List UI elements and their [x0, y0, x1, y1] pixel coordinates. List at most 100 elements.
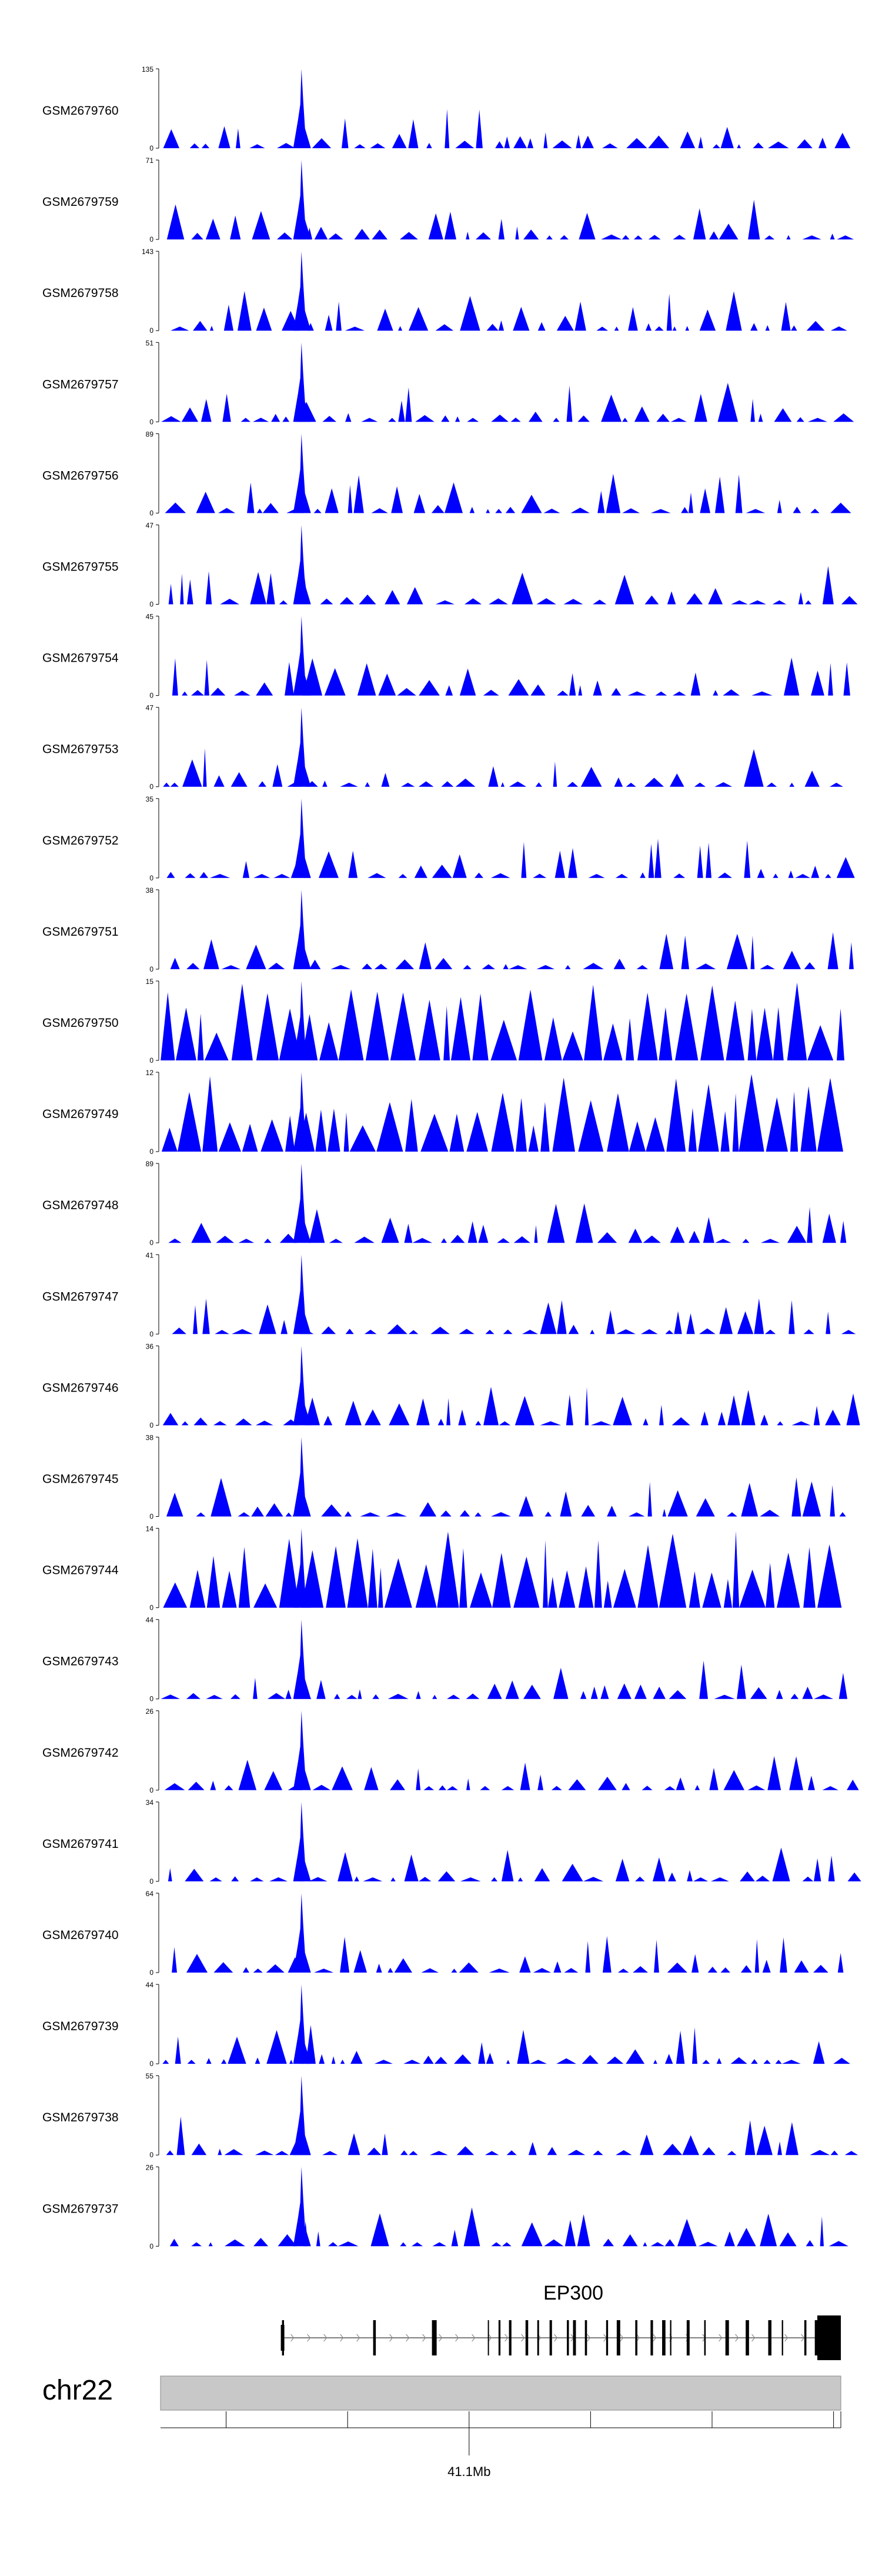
strand-arrow: [587, 2334, 591, 2342]
gene-exon: [670, 2320, 671, 2355]
coverage-peak: [293, 2167, 311, 2247]
track-label: GSM2679747: [42, 1290, 119, 1303]
coverage-area: [161, 291, 847, 331]
gene-exon: [432, 2320, 437, 2355]
y-tick-min: 0: [149, 874, 153, 882]
strand-arrow: [653, 2334, 657, 2342]
track-GSM2679755: GSM2679755 47 0: [42, 522, 858, 609]
strand-arrow: [636, 2334, 640, 2342]
track-label: GSM2679739: [42, 2020, 119, 2033]
y-tick-min: 0: [149, 2242, 153, 2250]
y-tick-max: 135: [142, 65, 153, 74]
coverage-peak: [293, 251, 311, 331]
coverage-area: [161, 473, 851, 513]
track-label: GSM2679753: [42, 743, 119, 756]
y-tick-min: 0: [149, 965, 153, 973]
track-GSM2679759: GSM2679759 71 0: [42, 156, 854, 243]
coverage-peak: [293, 889, 311, 969]
gene-exon: [725, 2320, 729, 2355]
track-label: GSM2679754: [42, 652, 119, 665]
track-GSM2679750: GSM2679750 15 0: [42, 977, 844, 1065]
y-tick-max: 36: [146, 1342, 154, 1350]
strand-arrow: [620, 2334, 624, 2342]
y-tick-min: 0: [149, 2060, 153, 2068]
strand-arrow: [356, 2334, 360, 2342]
y-tick-max: 34: [146, 1798, 154, 1807]
coverage-peak: [293, 1984, 311, 2064]
coverage-area: [161, 1660, 847, 1699]
coverage-peak: [293, 1163, 311, 1243]
track-label: GSM2679743: [42, 1655, 119, 1669]
y-tick-min: 0: [149, 509, 153, 517]
coverage-area: [161, 1477, 846, 1517]
gene-exon: [650, 2320, 653, 2355]
track-GSM2679747: GSM2679747 41 0: [42, 1251, 856, 1338]
coverage-area: [161, 658, 850, 696]
gene-exon: [584, 2320, 587, 2355]
coverage-area: [161, 1203, 847, 1243]
chromosome-ideogram: chr22 41.1Mb: [42, 2375, 841, 2479]
gene-exon: [525, 2320, 529, 2355]
track-GSM2679745: GSM2679745 38 0: [42, 1434, 846, 1521]
y-tick-max: 26: [146, 1707, 154, 1716]
coverage-area: [161, 199, 854, 240]
track-GSM2679753: GSM2679753 47 0: [42, 704, 843, 791]
y-tick-min: 0: [149, 1695, 153, 1703]
coverage-area: [161, 2025, 850, 2064]
y-tick-min: 0: [149, 1056, 153, 1065]
track-label: GSM2679755: [42, 560, 119, 574]
strand-arrow: [340, 2334, 344, 2342]
gene-exon: [573, 2320, 576, 2355]
track-label: GSM2679744: [42, 1564, 119, 1577]
y-tick-min: 0: [149, 600, 153, 609]
y-tick-min: 0: [149, 418, 153, 426]
y-tick-min: 0: [149, 2151, 153, 2159]
gene-exon: [498, 2320, 501, 2355]
track-label: GSM2679757: [42, 378, 119, 391]
gene-exon-first: [280, 2325, 285, 2351]
strand-arrow: [323, 2334, 328, 2342]
chromosome-band: [160, 2375, 841, 2411]
track-GSM2679739: GSM2679739 44 0: [42, 1981, 850, 2068]
y-tick-min: 0: [149, 1604, 153, 1612]
y-tick-min: 0: [149, 144, 153, 152]
track-GSM2679741: GSM2679741 34 0: [42, 1798, 861, 1886]
strand-arrow: [505, 2334, 509, 2342]
y-tick-max: 89: [146, 430, 154, 438]
track-GSM2679758: GSM2679758 143 0: [42, 248, 847, 335]
track-GSM2679742: GSM2679742 26 0: [42, 1707, 859, 1794]
coverage-area: [161, 748, 843, 787]
strand-arrow: [290, 2334, 295, 2342]
coverage-area: [161, 1387, 860, 1426]
y-tick-min: 0: [149, 1786, 153, 1794]
y-tick-min: 0: [149, 235, 153, 243]
y-tick-max: 47: [146, 704, 154, 712]
gene-exon: [616, 2320, 620, 2355]
y-tick-max: 12: [146, 1069, 154, 1077]
coverage-area: [161, 839, 855, 878]
gene-exon: [662, 2320, 666, 2355]
track-GSM2679756: GSM2679756 89 0: [42, 430, 851, 517]
strand-arrow: [488, 2334, 492, 2342]
y-tick-max: 41: [146, 1251, 154, 1259]
gene-exon: [567, 2320, 569, 2355]
track-GSM2679751: GSM2679751 38 0: [42, 886, 854, 973]
track-GSM2679748: GSM2679748 89 0: [42, 1160, 847, 1247]
track-GSM2679752: GSM2679752 35 0: [42, 795, 855, 882]
chromosome-label: chr22: [42, 2375, 113, 2406]
y-tick-max: 38: [146, 1434, 154, 1442]
strand-arrow: [472, 2334, 476, 2342]
coverage-peak: [293, 981, 311, 1060]
track-GSM2679754: GSM2679754 45 0: [42, 613, 850, 700]
coverage-area: [161, 1845, 861, 1881]
coverage-peak: [293, 1346, 311, 1426]
track-GSM2679744: GSM2679744 14 0: [42, 1525, 842, 1612]
coverage-peak: [293, 1710, 311, 1790]
y-tick-min: 0: [149, 1968, 153, 1977]
coverage-peak: [293, 1619, 311, 1699]
y-tick-min: 0: [149, 1147, 153, 1156]
track-label: GSM2679751: [42, 925, 119, 939]
gene-exon: [487, 2320, 489, 2355]
track-GSM2679743: GSM2679743 44 0: [42, 1616, 847, 1703]
y-tick-min: 0: [149, 1877, 153, 1886]
